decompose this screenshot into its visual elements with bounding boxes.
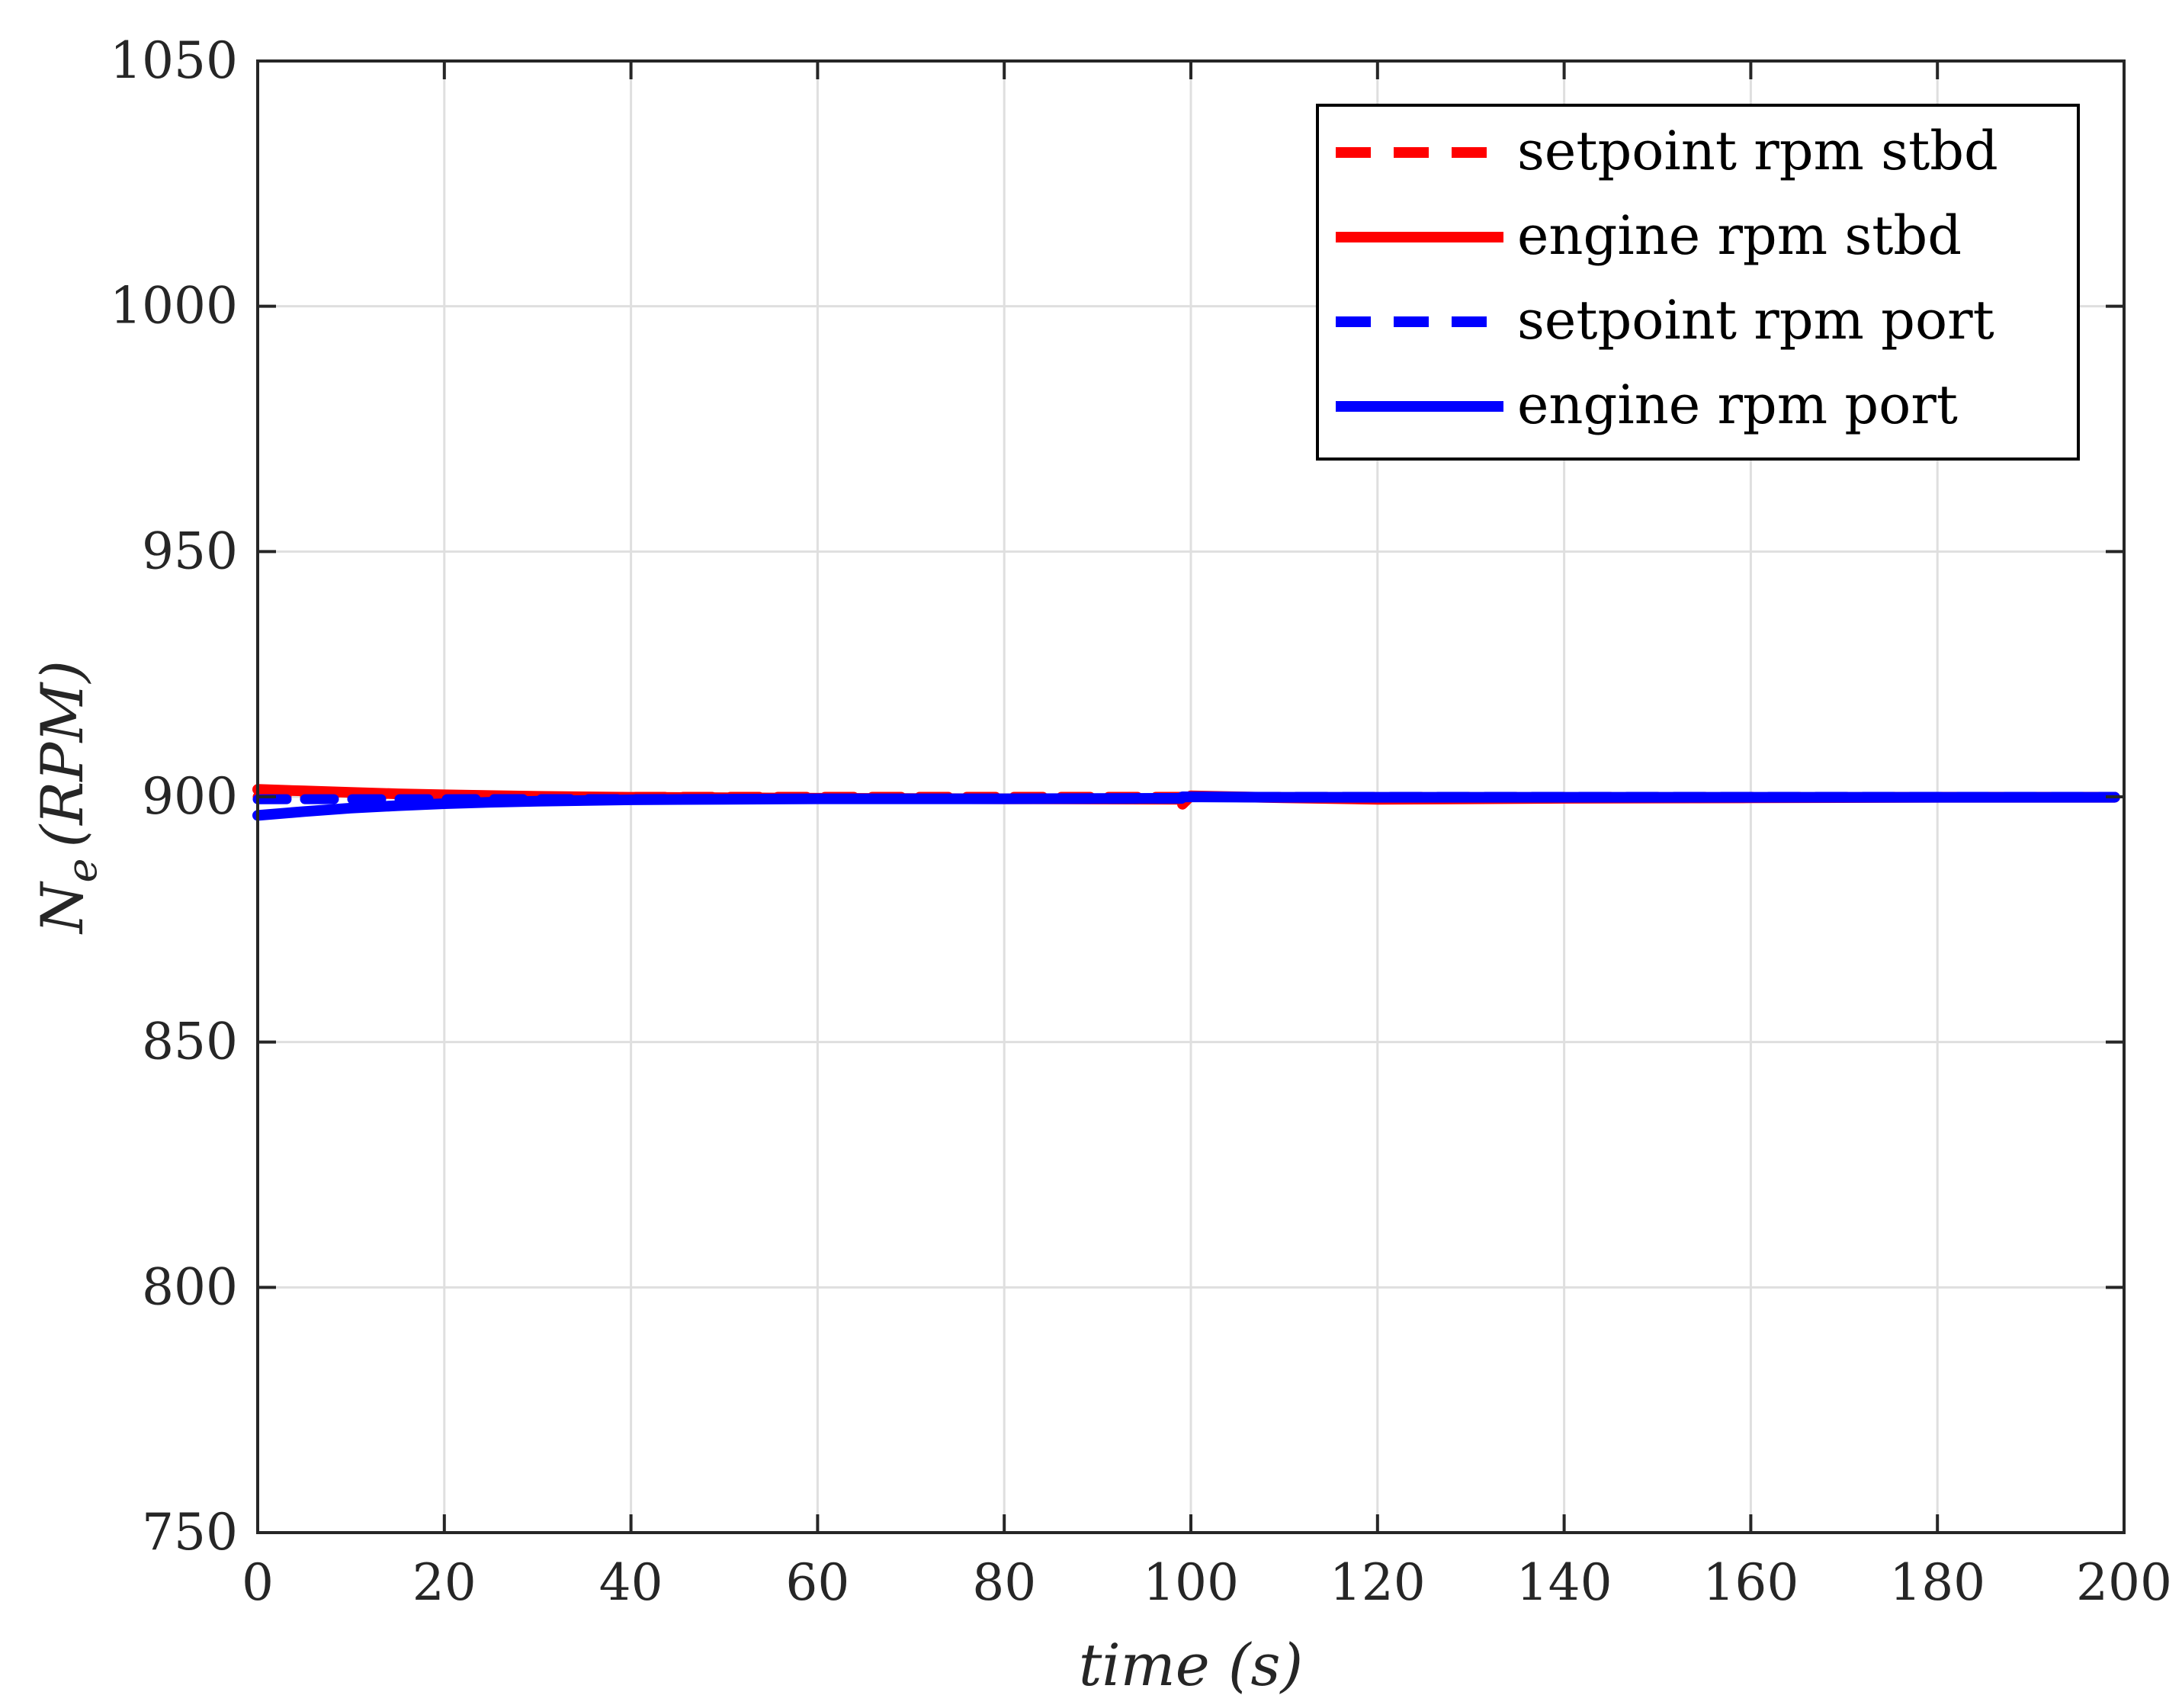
x-tick-label: 180 <box>1889 1553 1985 1612</box>
x-tick-label: 80 <box>972 1553 1036 1612</box>
x-tick-label: 40 <box>599 1553 663 1612</box>
x-tick-label: 140 <box>1516 1553 1612 1612</box>
legend-label-0: setpoint rpm stbd <box>1517 120 1998 182</box>
x-tick-label: 200 <box>2076 1553 2172 1612</box>
x-tick-label: 60 <box>785 1553 849 1612</box>
y-tick-label: 950 <box>142 522 238 580</box>
y-tick-label: 1000 <box>110 277 238 336</box>
y-tick-label: 750 <box>142 1503 238 1562</box>
legend-entries: setpoint rpm stbd engine rpm stbd setpoint… <box>1336 120 1998 436</box>
y-axis-label: Ne (RPM) <box>28 660 106 935</box>
axis-ticks <box>256 59 2126 1534</box>
legend-label-3: engine rpm port <box>1517 374 1958 436</box>
legend-label-2: setpoint rpm port <box>1517 289 1994 352</box>
legend-box <box>1316 104 2080 461</box>
y-tick-label: 900 <box>142 767 238 826</box>
legend-label-1: engine rpm stbd <box>1517 204 1962 267</box>
series-line-3 <box>252 791 2120 821</box>
y-tick-label: 800 <box>142 1257 238 1316</box>
series-lines <box>252 784 2120 821</box>
y-tick-label: 850 <box>142 1013 238 1071</box>
x-tick-label: 100 <box>1143 1553 1239 1612</box>
x-axis-label: time (s) <box>1079 1631 1303 1699</box>
y-axis-label-main: N <box>28 881 96 935</box>
x-tick-label: 20 <box>412 1553 477 1612</box>
x-tick-label: 120 <box>1330 1553 1426 1612</box>
y-axis-label-sub: e <box>58 859 106 883</box>
x-tick-label: 160 <box>1702 1553 1799 1612</box>
legend: setpoint rpm stbd engine rpm stbd setpoint… <box>1316 104 2080 461</box>
y-tick-label: 1050 <box>110 31 238 90</box>
x-tick-label: 0 <box>242 1553 274 1612</box>
tick-labels: 0 20 40 60 80 100 120 140 160 180 200 750 800 850 900 9… <box>110 31 2172 1612</box>
y-axis-label-unit: (RPM) <box>28 660 96 847</box>
